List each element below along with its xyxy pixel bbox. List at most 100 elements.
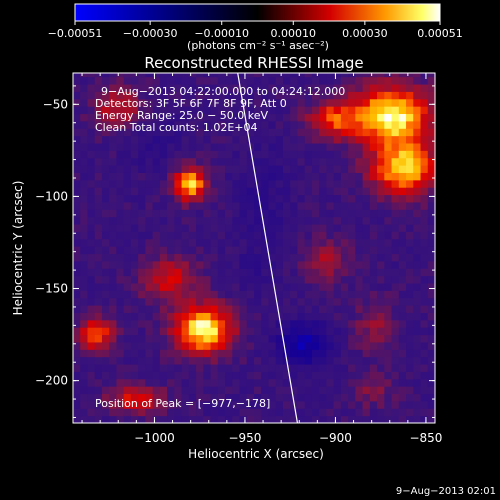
heatmap-cell	[369, 187, 378, 196]
heatmap-cell	[355, 135, 364, 144]
heatmap-cell	[384, 84, 393, 92]
heatmap-cell	[232, 297, 241, 306]
heatmap-cell	[203, 253, 212, 262]
heatmap-cell	[261, 319, 269, 328]
heatmap-cell	[290, 238, 298, 247]
heatmap-cell	[87, 260, 96, 269]
heatmap-cell	[80, 172, 88, 181]
heatmap-cell	[181, 319, 190, 328]
heatmap-cell	[369, 371, 378, 380]
heatmap-cell	[406, 106, 414, 115]
heatmap-cell	[196, 231, 204, 240]
heatmap-cell	[427, 415, 435, 423]
heatmap-cell	[282, 157, 291, 166]
heatmap-cell	[152, 143, 161, 151]
heatmap-cell	[109, 157, 117, 166]
heatmap-cell	[174, 290, 183, 299]
heatmap-cell	[138, 268, 146, 277]
heatmap-cell	[94, 73, 103, 78]
heatmap-cell	[152, 415, 161, 423]
heatmap-cell	[377, 187, 385, 196]
heatmap-cell	[261, 290, 269, 299]
heatmap-cell	[203, 408, 212, 417]
heatmap-cell	[398, 275, 407, 284]
heatmap-cell	[203, 231, 212, 240]
heatmap-cell	[290, 260, 298, 269]
heatmap-cell	[116, 297, 125, 306]
heatmap-cell	[326, 73, 335, 78]
heatmap-cell	[196, 113, 204, 122]
heatmap-cell	[290, 415, 298, 423]
heatmap-cell	[319, 415, 327, 423]
heatmap-cell	[319, 312, 327, 321]
heatmap-cell	[232, 371, 241, 380]
heatmap-cell	[80, 209, 88, 218]
heatmap-cell	[152, 312, 161, 321]
heatmap-cell	[413, 275, 422, 284]
heatmap-cell	[362, 73, 371, 78]
heatmap-cell	[290, 283, 298, 291]
heatmap-cell	[348, 106, 356, 115]
heatmap-cell	[311, 113, 320, 122]
heatmap-cell	[297, 364, 306, 372]
heatmap-cell	[123, 231, 132, 240]
heatmap-cell	[101, 201, 110, 210]
heatmap-cell	[94, 246, 103, 255]
heatmap-cell	[333, 283, 342, 291]
heatmap-cell	[196, 349, 204, 358]
heatmap-cell	[188, 275, 197, 284]
heatmap-cell	[348, 84, 356, 92]
heatmap-cell	[87, 297, 96, 306]
heatmap-cell	[348, 143, 356, 151]
heatmap-cell	[268, 268, 277, 277]
heatmap-cell	[398, 135, 407, 144]
heatmap-cell	[196, 120, 204, 129]
heatmap-cell	[210, 349, 219, 358]
heatmap-cell	[159, 187, 168, 196]
heatmap-cell	[174, 135, 183, 144]
heatmap-cell	[333, 91, 342, 100]
heatmap-cell	[225, 209, 233, 218]
heatmap-cell	[80, 371, 88, 380]
heatmap-cell	[116, 386, 125, 395]
heatmap-cell	[319, 334, 327, 343]
heatmap-cell	[275, 150, 284, 159]
heatmap-cell	[427, 238, 435, 247]
heatmap-cell	[391, 179, 400, 188]
heatmap-cell	[377, 120, 385, 129]
heatmap-cell	[304, 91, 313, 100]
heatmap-cell	[420, 378, 429, 387]
heatmap-cell	[413, 386, 422, 395]
heatmap-cell	[94, 290, 103, 299]
heatmap-cell	[261, 76, 269, 85]
heatmap-cell	[145, 312, 154, 321]
heatmap-cell	[196, 194, 204, 203]
heatmap-cell	[398, 408, 407, 417]
heatmap-cell	[101, 179, 110, 188]
heatmap-cell	[427, 98, 435, 107]
heatmap-cell	[73, 76, 81, 85]
heatmap-cell	[362, 260, 371, 269]
heatmap-cell	[333, 246, 342, 255]
heatmap-cell	[406, 297, 414, 306]
heatmap-cell	[268, 194, 277, 203]
heatmap-cell	[268, 334, 277, 343]
heatmap-cell	[384, 224, 393, 232]
heatmap-cell	[174, 98, 183, 107]
heatmap-cell	[261, 283, 269, 291]
heatmap-cell	[413, 73, 422, 78]
heatmap-cell	[167, 393, 175, 402]
heatmap-cell	[159, 224, 168, 232]
heatmap-cell	[167, 135, 175, 144]
heatmap-cell	[384, 386, 393, 395]
heatmap-cell	[275, 378, 284, 387]
heatmap-cell	[109, 238, 117, 247]
heatmap-cell	[138, 253, 146, 262]
heatmap-cell	[282, 305, 291, 313]
heatmap-cell	[304, 150, 313, 159]
heatmap-cell	[196, 246, 204, 255]
heatmap-cell	[406, 91, 414, 100]
heatmap-cell	[369, 216, 378, 225]
heatmap-cell	[326, 165, 335, 173]
heatmap-cell	[225, 364, 233, 372]
